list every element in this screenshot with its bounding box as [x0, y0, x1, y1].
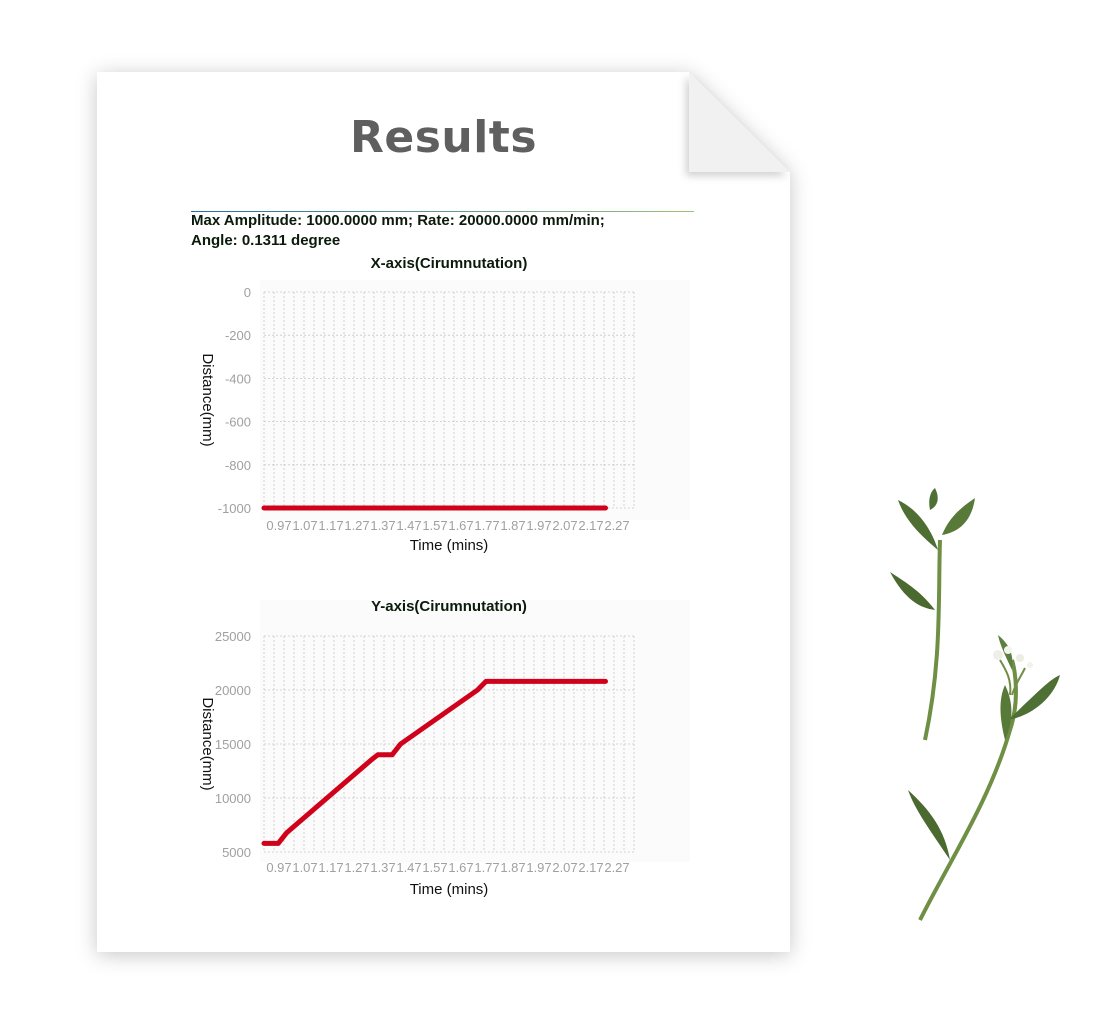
plot-background — [260, 600, 690, 862]
page-fold-corner — [689, 72, 790, 172]
x-axis-chart: X-axis(Cirumnutation) 0 -200 -400 -600 -800 -1… — [199, 255, 690, 554]
y-tick-label: -800 — [225, 458, 251, 473]
x-tick-label: 1.17 — [318, 518, 343, 533]
info-line-2: Angle: 0.1311 degree — [191, 232, 341, 249]
x-tick-label: 1.77 — [474, 860, 499, 875]
y-tick-label: 10000 — [215, 791, 251, 806]
info-line-1: Max Amplitude: 1000.0000 mm; Rate: 20000… — [191, 212, 605, 229]
x-tick-label: 1.27 — [344, 518, 369, 533]
x-tick-label: 0.97 — [266, 860, 291, 875]
y-tick-label: -600 — [225, 415, 251, 430]
chart-title: X-axis(Cirumnutation) — [371, 255, 528, 272]
x-tick-label: 1.97 — [526, 518, 551, 533]
y-tick-label: 20000 — [215, 683, 251, 698]
x-tick-label: 1.97 — [526, 860, 551, 875]
x-tick-label: 1.77 — [474, 518, 499, 533]
y-tick-label: 0 — [244, 285, 251, 300]
chart-title: Y-axis(Cirumnutation) — [371, 598, 527, 615]
x-tick-label: 1.47 — [396, 518, 421, 533]
x-tick-label: 1.37 — [370, 518, 395, 533]
x-tick-label: 1.57 — [422, 860, 447, 875]
x-tick-label: 1.17 — [318, 860, 343, 875]
y-tick-label: 15000 — [215, 737, 251, 752]
x-tick-label: 2.07 — [552, 860, 577, 875]
y-axis-label: Distance(mm) — [199, 353, 216, 446]
x-tick-label: 2.27 — [604, 518, 629, 533]
y-tick-label: 5000 — [222, 845, 251, 860]
parameters-info: Max Amplitude: 1000.0000 mm; Rate: 20000… — [191, 211, 711, 251]
x-tick-label: 0.97 — [266, 518, 291, 533]
y-tick-label: 25000 — [215, 629, 251, 644]
x-tick-label: 1.57 — [422, 518, 447, 533]
page-title: Results — [349, 112, 538, 163]
x-axis-label: Time (mins) — [410, 881, 489, 898]
series-line — [261, 678, 608, 846]
y-tick-label: -400 — [225, 371, 251, 386]
y-axis-label: Distance(mm) — [199, 697, 216, 790]
info-divider — [191, 211, 694, 212]
x-tick-label: 1.87 — [500, 518, 525, 533]
x-tick-label: 2.27 — [604, 860, 629, 875]
x-tick-label: 2.07 — [552, 518, 577, 533]
y-tick-label: -200 — [225, 328, 251, 343]
x-tick-label: 1.07 — [292, 860, 317, 875]
x-tick-label: 1.67 — [448, 860, 473, 875]
x-tick-label: 1.37 — [370, 860, 395, 875]
x-tick-label: 1.07 — [292, 518, 317, 533]
x-axis-label: Time (mins) — [410, 537, 489, 554]
x-tick-label: 1.87 — [500, 860, 525, 875]
x-tick-label: 1.67 — [448, 518, 473, 533]
plant-sprig-image — [890, 488, 1060, 921]
x-tick-label: 2.17 — [578, 518, 603, 533]
x-tick-label: 1.27 — [344, 860, 369, 875]
x-tick-label: 2.17 — [578, 860, 603, 875]
y-tick-label: -1000 — [218, 501, 251, 516]
plot-background — [260, 280, 690, 520]
x-tick-label: 1.47 — [396, 860, 421, 875]
y-axis-chart: Y-axis(Cirumnutation) 25000 20000 15000 1000… — [199, 598, 690, 898]
